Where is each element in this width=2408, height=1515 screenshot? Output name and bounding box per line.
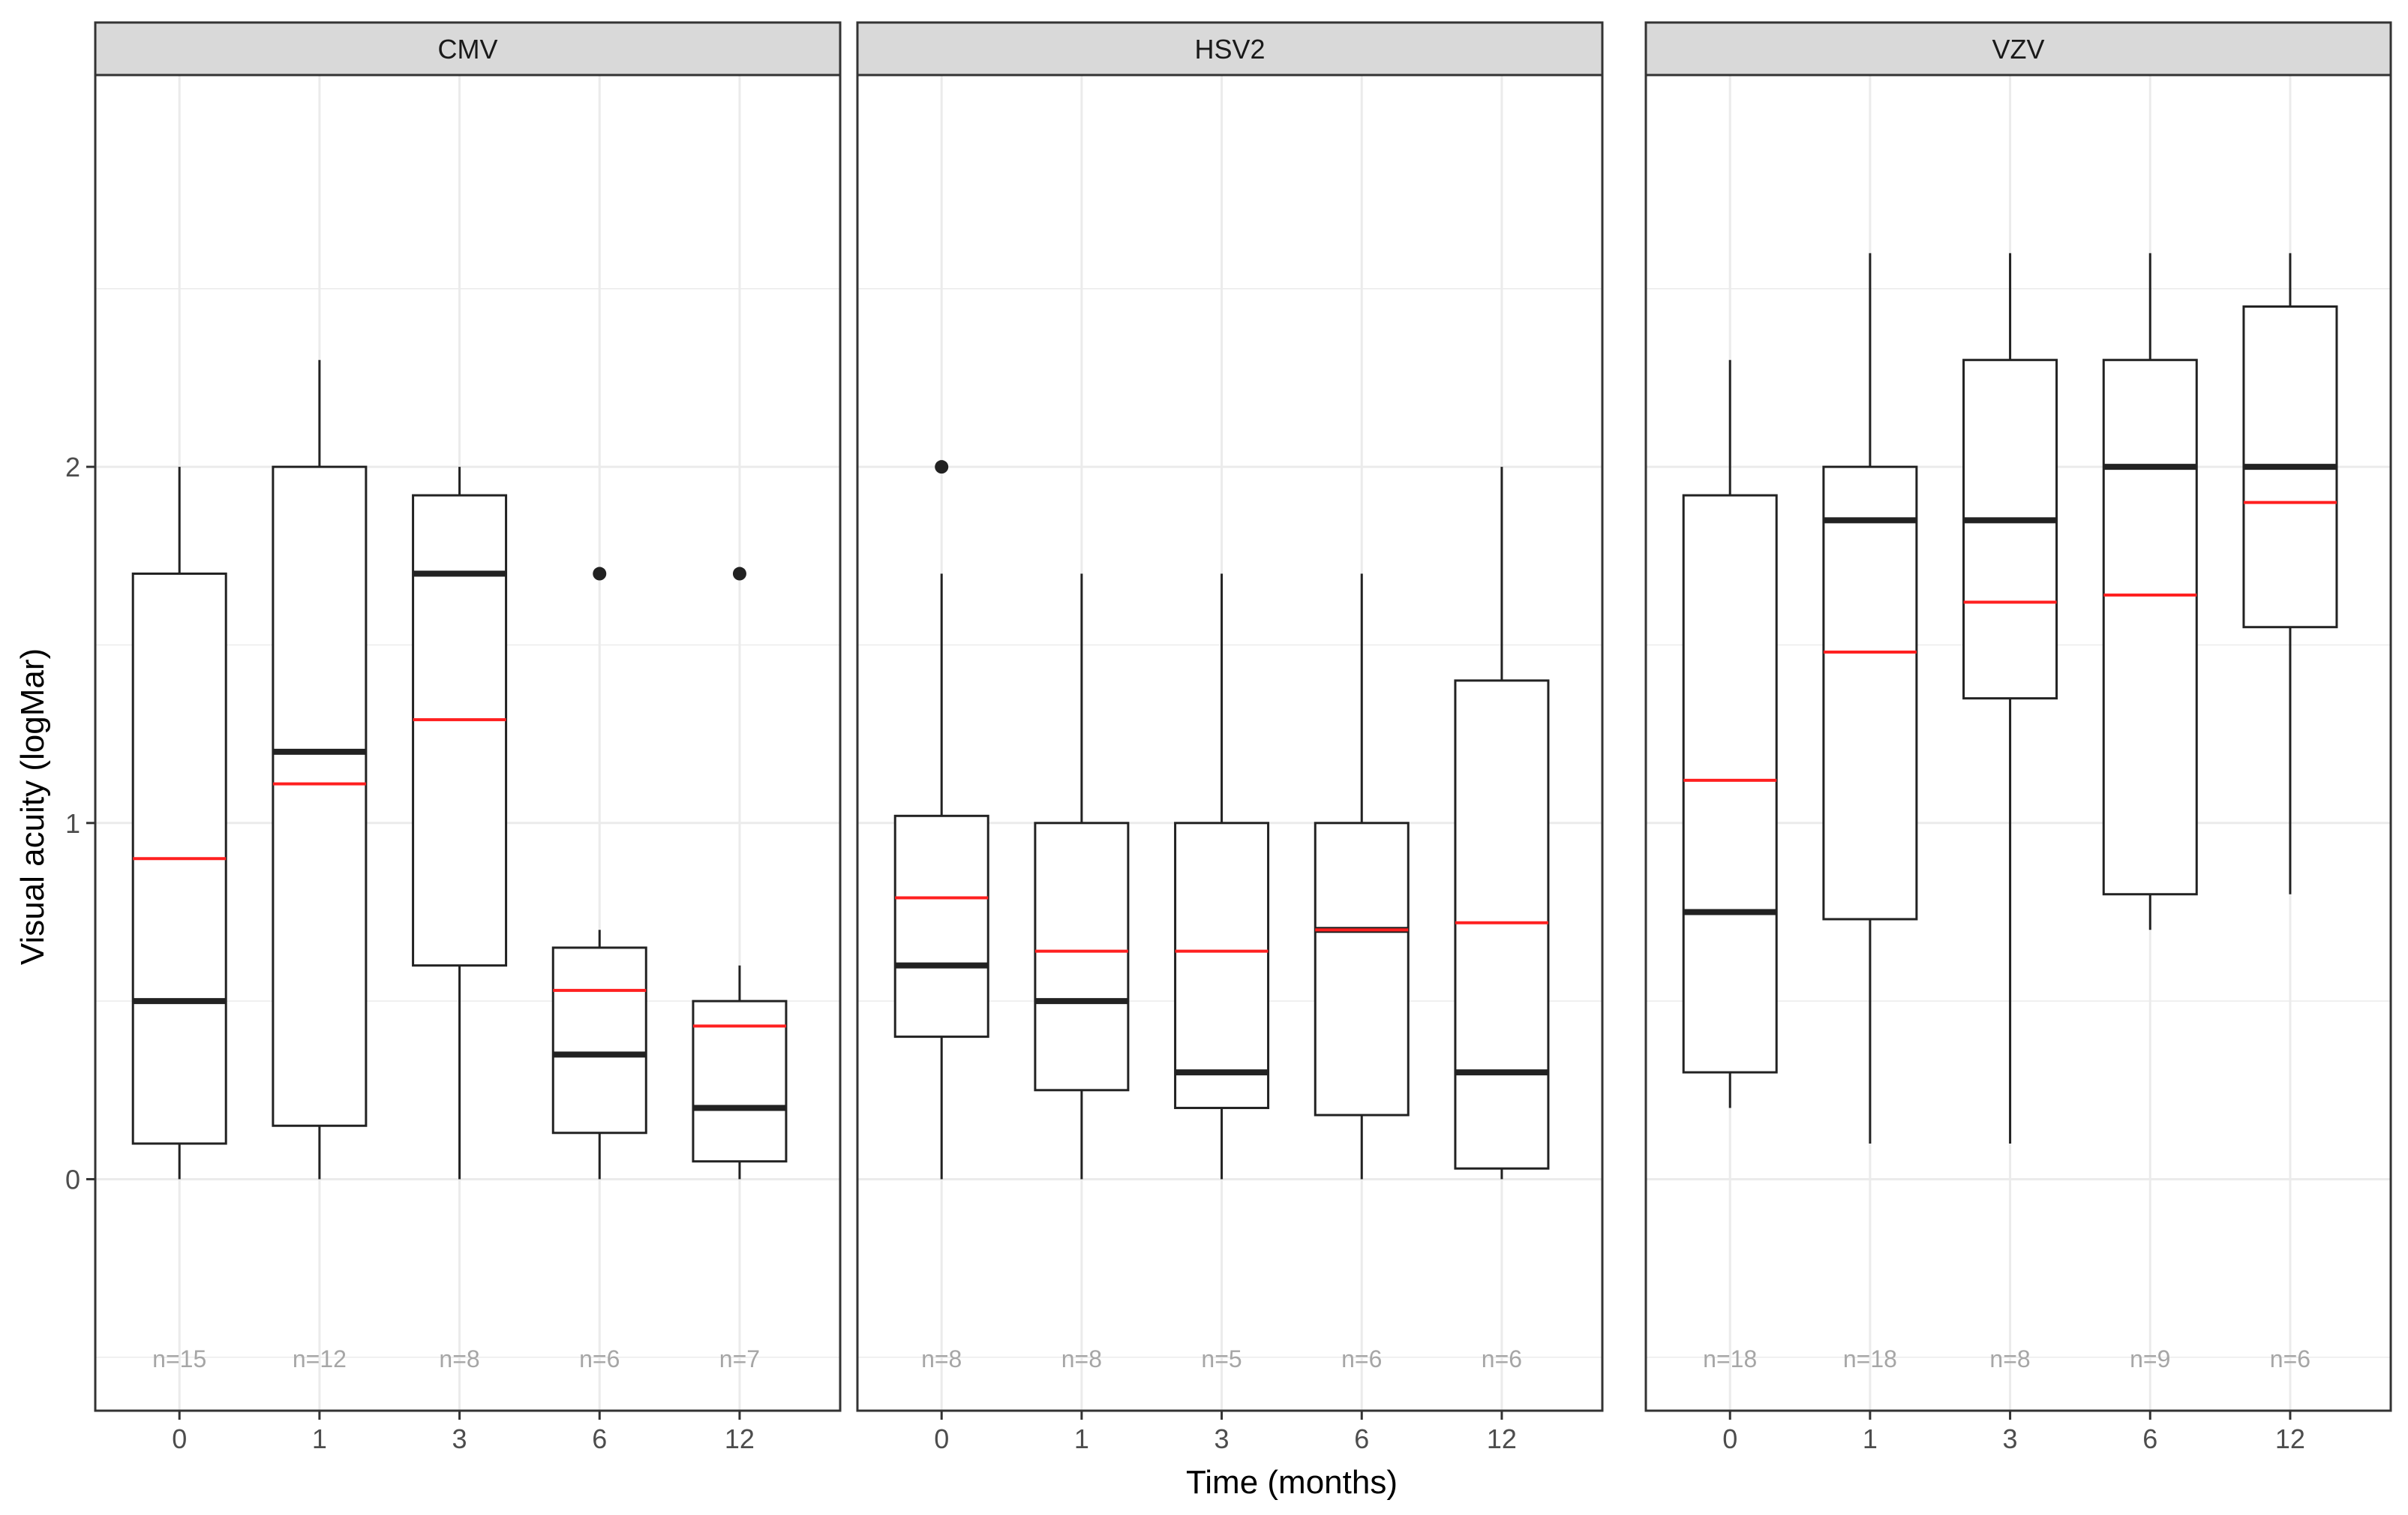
facet-strip-title: CMV xyxy=(438,34,498,65)
facet-panel-hsv2: HSV2 n=8 0 n=8 1 n=5 3 n=6 6 n=6 12 xyxy=(856,21,1604,1454)
iqr-box xyxy=(551,946,647,1135)
sample-size-label: n=18 xyxy=(1703,1345,1757,1372)
x-axis-title: Time (months) xyxy=(1186,1464,1398,1501)
x-tick-label: 12 xyxy=(1487,1423,1517,1454)
y-tick-label: 0 xyxy=(65,1164,80,1195)
sample-size-label: n=15 xyxy=(152,1345,206,1372)
sample-size-label: n=6 xyxy=(2270,1345,2310,1372)
x-tick-label: 12 xyxy=(2275,1423,2305,1454)
x-tick-label: 6 xyxy=(592,1423,607,1454)
facet-strip xyxy=(94,21,842,77)
sample-size-label: n=6 xyxy=(579,1345,620,1372)
sample-size-label: n=18 xyxy=(1843,1345,1897,1372)
y-tick-label: 2 xyxy=(65,452,80,482)
facet-panel-vzv: VZV n=18 0 n=18 1 n=8 3 n=9 6 n=6 12 xyxy=(1644,21,2392,1454)
boxplot-group: n=8 xyxy=(1034,573,1130,1372)
facet-strip xyxy=(856,21,1604,77)
sample-size-label: n=8 xyxy=(439,1345,479,1372)
iqr-box xyxy=(893,814,989,1039)
iqr-box xyxy=(692,999,788,1163)
iqr-box xyxy=(1822,465,1918,921)
facet-panels: CMV n=15 0 n=12 1 n=8 3 n=6 6 n=7 12 HSV2 n=8 0 n=8 1 n=… xyxy=(94,21,2392,1454)
iqr-box xyxy=(1174,822,1270,1110)
x-tick-label: 0 xyxy=(1722,1423,1737,1454)
facet-panel-cmv: CMV n=15 0 n=12 1 n=8 3 n=6 6 n=7 12 xyxy=(94,21,842,1454)
boxplot-group: n=12 xyxy=(272,359,368,1372)
iqr-box xyxy=(2102,359,2198,896)
boxplot-group: n=9 xyxy=(2102,253,2198,1372)
panel-border xyxy=(856,74,1604,1412)
boxplot-group: n=18 xyxy=(1682,359,1778,1372)
boxplot-group: n=6 xyxy=(551,567,647,1372)
x-tick-label: 1 xyxy=(1074,1423,1089,1454)
iqr-box xyxy=(1962,359,2058,700)
facet-strip-title: HSV2 xyxy=(1194,34,1265,65)
boxplot-group: n=7 xyxy=(692,567,788,1372)
iqr-box xyxy=(272,465,368,1127)
x-tick-label: 1 xyxy=(1863,1423,1878,1454)
boxplot-group: n=6 xyxy=(2242,253,2338,1372)
outlier-point xyxy=(732,567,746,581)
x-tick-label: 1 xyxy=(312,1423,327,1454)
boxplot-group: n=18 xyxy=(1822,253,1918,1372)
sample-size-label: n=12 xyxy=(293,1345,347,1372)
x-tick-label: 3 xyxy=(1215,1423,1230,1454)
boxplot-group: n=6 xyxy=(1454,467,1550,1372)
sample-size-label: n=8 xyxy=(1989,1345,2030,1372)
boxplot-group: n=8 xyxy=(1962,253,2058,1372)
sample-size-label: n=8 xyxy=(1061,1345,1102,1372)
x-tick-label: 6 xyxy=(2142,1423,2157,1454)
outlier-point xyxy=(935,460,949,474)
sample-size-label: n=9 xyxy=(2130,1345,2170,1372)
sample-size-label: n=6 xyxy=(1341,1345,1382,1372)
x-tick-label: 0 xyxy=(934,1423,949,1454)
boxplot-group: n=6 xyxy=(1314,573,1410,1372)
sample-size-label: n=6 xyxy=(1482,1345,1522,1372)
panel-border xyxy=(94,74,842,1412)
iqr-box xyxy=(412,494,508,967)
sample-size-label: n=5 xyxy=(1201,1345,1242,1372)
y-tick-label: 1 xyxy=(65,808,80,839)
x-tick-label: 3 xyxy=(2003,1423,2018,1454)
x-tick-label: 3 xyxy=(452,1423,467,1454)
iqr-box xyxy=(1454,679,1550,1170)
y-axis-title: Visual acuity (logMar) xyxy=(14,648,51,965)
iqr-box xyxy=(1682,494,1778,1074)
panel-border xyxy=(1644,74,2392,1412)
boxplot-group: n=8 xyxy=(893,460,989,1372)
boxplot-group: n=8 xyxy=(412,467,508,1372)
facet-strip-title: VZV xyxy=(1992,34,2044,65)
x-tick-label: 6 xyxy=(1354,1423,1369,1454)
boxplot-group: n=15 xyxy=(131,467,227,1372)
iqr-box xyxy=(1314,822,1410,1117)
sample-size-label: n=7 xyxy=(719,1345,760,1372)
y-axis: 0 1 2 xyxy=(65,452,95,1195)
outlier-point xyxy=(593,567,607,581)
iqr-box xyxy=(1034,822,1130,1092)
sample-size-label: n=8 xyxy=(921,1345,962,1372)
facet-strip xyxy=(1644,21,2392,77)
x-tick-label: 12 xyxy=(725,1423,755,1454)
x-tick-label: 0 xyxy=(172,1423,187,1454)
boxplot-group: n=5 xyxy=(1174,573,1270,1372)
